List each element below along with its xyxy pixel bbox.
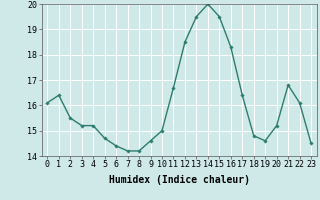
X-axis label: Humidex (Indice chaleur): Humidex (Indice chaleur)	[109, 175, 250, 185]
